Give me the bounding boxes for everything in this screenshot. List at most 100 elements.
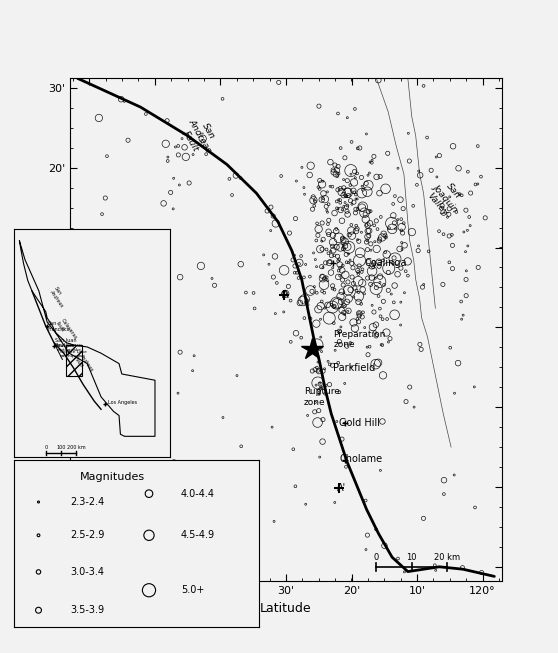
Point [300,294,309,304]
Point [387,289,396,299]
Point [376,276,384,287]
Point [174,150,183,160]
Point [315,385,324,396]
Point [294,273,303,283]
Point [466,188,475,199]
Point [432,151,441,162]
Point [268,422,277,432]
Point [349,317,358,328]
Point [365,225,374,236]
Text: 100: 100 [56,445,66,450]
Point [264,259,273,270]
Point [358,311,367,322]
Point [402,396,411,407]
Point [363,530,372,540]
Point [389,199,398,209]
Point [353,143,362,153]
Point [357,172,366,183]
Point [329,167,338,178]
Point [374,75,383,86]
Point [339,279,348,290]
Point [368,266,377,276]
Point [305,170,314,180]
Point [326,246,335,257]
Point [372,319,381,330]
Point [359,185,368,195]
Point [320,279,329,290]
Point [397,214,406,225]
Point [396,320,405,330]
Point [419,80,428,91]
Point [424,246,433,257]
Point [360,208,369,218]
Point [291,261,300,271]
Text: Coyote Lake
earthquake: Coyote Lake earthquake [60,350,86,358]
Point [384,285,393,296]
Point [364,206,373,217]
Point [94,113,103,123]
Point [353,168,362,179]
Point [330,301,339,311]
Point [179,129,188,139]
Point [334,185,343,195]
Point [316,244,325,255]
Point [330,160,339,170]
Text: San
Francisco: San Francisco [48,321,70,332]
Point [297,251,306,261]
Point [379,229,388,239]
Point [336,242,345,253]
Point [340,300,349,311]
Point [342,202,351,212]
Point [355,255,364,266]
Point [339,190,348,200]
Point [367,261,376,272]
Point [397,222,406,232]
Point [281,289,290,299]
Point [362,129,371,139]
Point [334,204,343,214]
Point [307,286,316,296]
Point [318,244,326,255]
Point [218,93,227,104]
Point [352,226,360,236]
Point [292,268,301,278]
Point [465,212,474,222]
Point [286,295,295,306]
Point [444,209,453,219]
Point [358,307,367,317]
Point [338,233,347,244]
Point [338,275,347,285]
Text: San
Joaquin
Valley: San Joaquin Valley [423,176,468,221]
Point [334,265,343,276]
Point [353,265,362,276]
Point [350,323,359,334]
Point [375,188,384,199]
Point [445,204,454,214]
Point [367,245,376,255]
Point [336,183,345,194]
Point [336,204,345,215]
Point [159,198,168,208]
Point [351,172,360,183]
Point [372,524,381,535]
Point [236,173,245,183]
Point [391,254,400,264]
Point [303,300,312,310]
Point [372,330,381,341]
Point [430,560,439,571]
Point [317,261,326,272]
Text: Calaveras
fault: Calaveras fault [55,318,78,344]
Point [389,253,398,263]
Point [337,287,346,297]
Point [328,263,337,273]
Point [349,177,358,187]
Text: Magnitudes: Magnitudes [80,472,145,482]
Point [335,254,344,264]
Text: A': A' [337,483,346,493]
Point [399,204,408,214]
Point [366,279,375,289]
Point [141,109,150,119]
Point [321,258,330,268]
Point [336,198,345,208]
Point [334,232,343,243]
